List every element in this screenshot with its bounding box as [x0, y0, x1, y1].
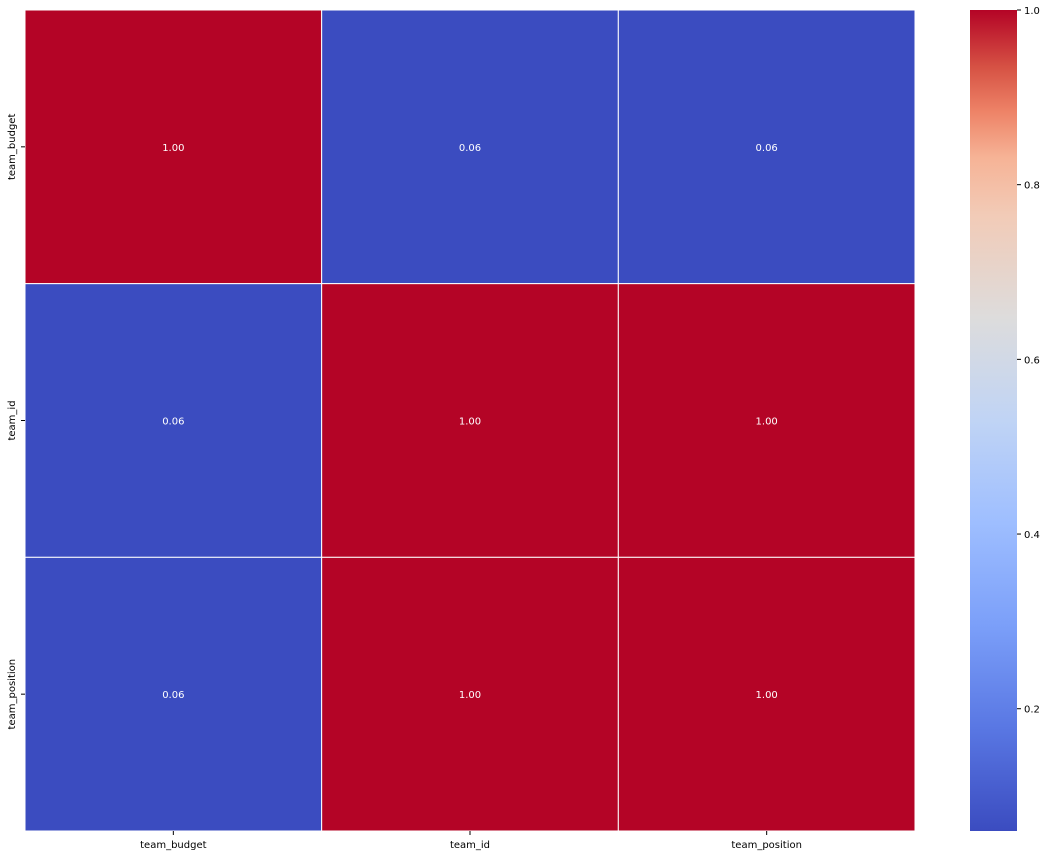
y-tick-label-0: team_budget	[7, 114, 18, 180]
heatmap-annotations: 1.00 0.06 0.06 0.06 1.00 1.00 0.06 1.00 1.00	[162, 143, 778, 701]
heatmap-cell-1-0	[24, 283, 323, 558]
colorbar: 0.2 0.4 0.6 0.8 1.0	[970, 6, 1040, 831]
x-tick-label-0: team_budget	[140, 840, 206, 851]
cell-annotation-0-0: 1.00	[162, 143, 184, 154]
colorbar-tick-label-0: 0.2	[1024, 705, 1040, 716]
cell-annotation-1-2: 1.00	[756, 417, 778, 428]
heatmap-cell-1-2	[617, 283, 916, 558]
x-tick-label-2: team_position	[731, 840, 802, 851]
cell-annotation-1-0: 0.06	[162, 417, 184, 428]
cell-annotation-0-2: 0.06	[756, 143, 778, 154]
y-tick-label-1: team_id	[7, 400, 18, 440]
cell-annotation-2-2: 1.00	[756, 690, 778, 701]
heatmap-cell-0-1	[321, 9, 619, 285]
x-tick-label-1: team_id	[450, 840, 490, 851]
colorbar-gradient	[970, 10, 1017, 831]
colorbar-tick-label-3: 0.8	[1024, 181, 1040, 192]
cell-annotation-0-1: 0.06	[459, 143, 481, 154]
heatmap-cells	[24, 9, 916, 832]
heatmap-cell-0-2	[617, 9, 916, 285]
colorbar-tick-label-2: 0.6	[1024, 355, 1040, 366]
colorbar-tick-label-4: 1.0	[1024, 6, 1040, 17]
heatmap-cell-2-0	[24, 556, 323, 832]
colorbar-tick-label-1: 0.4	[1024, 530, 1040, 541]
heatmap-cell-2-1	[321, 556, 619, 832]
cell-annotation-2-1: 1.00	[459, 690, 481, 701]
y-tick-label-2: team_position	[7, 659, 18, 730]
heatmap-cell-1-1	[321, 283, 619, 558]
cell-annotation-1-1: 1.00	[459, 417, 481, 428]
heatmap-cell-0-0	[24, 9, 323, 285]
y-axis: team_budget team_id team_position	[7, 114, 25, 730]
cell-annotation-2-0: 0.06	[162, 690, 184, 701]
x-axis: team_budget team_id team_position	[140, 831, 802, 851]
